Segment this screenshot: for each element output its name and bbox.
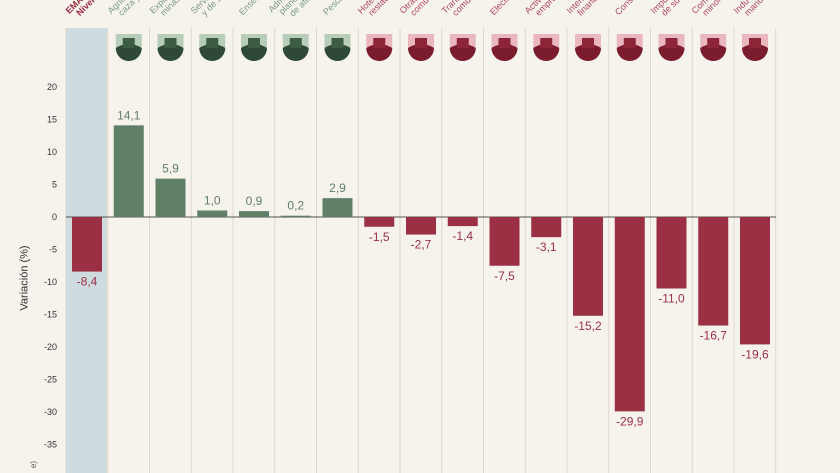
bar [239, 211, 269, 217]
bar [698, 217, 729, 326]
data-label: -29,9 [616, 414, 644, 428]
construction-truck-icon-shape [623, 38, 636, 48]
bar [614, 217, 645, 412]
taxes-icon-detail [658, 44, 685, 62]
electricity-tower-icon-shape [498, 38, 511, 48]
construction-truck-icon-detail [616, 44, 643, 62]
bar [489, 217, 520, 266]
y-tick-label: 20 [47, 82, 57, 92]
data-label: -1,4 [452, 229, 473, 243]
y-tick-label: -30 [44, 407, 57, 417]
footer-fragment: e) [29, 460, 39, 469]
bar [280, 215, 311, 217]
gears-icon-detail [742, 44, 768, 61]
bar [364, 217, 395, 227]
data-label: 1,0 [204, 194, 221, 208]
bank-icon-detail [575, 44, 601, 61]
data-label: -1,5 [369, 230, 390, 244]
transport-icon-shape [456, 38, 469, 48]
bar [447, 217, 478, 227]
education-icon-detail [241, 44, 267, 61]
fishing-icon-detail [324, 44, 351, 62]
gears-icon-shape [749, 38, 761, 48]
bar [155, 178, 186, 217]
data-label: -15,2 [574, 319, 602, 333]
y-tick-label: -5 [49, 245, 57, 255]
data-label: -3,1 [536, 240, 557, 254]
data-label: 2,9 [329, 181, 346, 195]
bar [113, 125, 144, 217]
y-axis-label: Variación (%) [18, 245, 31, 311]
data-label: -2,7 [411, 238, 432, 252]
data-label: -16,7 [700, 329, 728, 343]
bank-icon-shape [582, 38, 594, 48]
data-label: -7,5 [494, 269, 515, 283]
transport-icon-detail [449, 44, 476, 62]
oil-pump-icon-detail [157, 44, 184, 62]
taxes-icon-shape [665, 38, 678, 48]
theatre-masks-icon-detail [408, 44, 434, 61]
data-label: 0,9 [246, 194, 263, 208]
data-label: 0,2 [287, 199, 304, 213]
y-tick-label: 10 [47, 147, 57, 157]
bar [406, 217, 436, 235]
health-services-icon-shape [206, 38, 219, 48]
bar [72, 217, 102, 272]
y-tick-label: -10 [44, 277, 57, 287]
oil-pump-icon-shape [164, 38, 177, 48]
agriculture-icon-detail [115, 44, 142, 62]
bar [656, 217, 687, 289]
y-tick-label: -15 [44, 310, 57, 320]
hotel-icon-detail [366, 44, 393, 62]
data-label: -11,0 [658, 292, 685, 306]
electricity-tower-icon-detail [491, 44, 518, 62]
data-label: -8,4 [77, 275, 98, 289]
shopping-cart-icon-shape [707, 38, 720, 48]
bar [322, 198, 353, 217]
agriculture-icon-shape [122, 38, 135, 48]
business-icon-detail [533, 44, 560, 62]
shopping-cart-icon-detail [700, 44, 727, 62]
y-tick-label: 15 [47, 115, 57, 125]
bar [740, 217, 770, 345]
data-label: 14,1 [117, 108, 141, 122]
health-services-icon-detail [199, 44, 226, 62]
y-tick-label: -35 [44, 440, 57, 450]
bar [197, 210, 228, 217]
y-tick-label: -20 [44, 342, 57, 352]
theatre-masks-icon-shape [415, 38, 427, 48]
government-building-icon-shape [289, 38, 302, 48]
hotel-icon-shape [373, 38, 386, 48]
business-icon-shape [540, 38, 553, 48]
data-label: 5,9 [162, 162, 179, 176]
y-tick-label: 5 [52, 180, 57, 190]
government-building-icon-detail [282, 44, 309, 62]
data-label: -19,6 [741, 347, 769, 361]
y-tick-label: -25 [44, 375, 57, 385]
y-tick-label: 0 [52, 212, 57, 222]
bar [573, 217, 603, 316]
fishing-icon-shape [331, 38, 344, 48]
education-icon-shape [248, 38, 260, 48]
bar [531, 217, 562, 238]
